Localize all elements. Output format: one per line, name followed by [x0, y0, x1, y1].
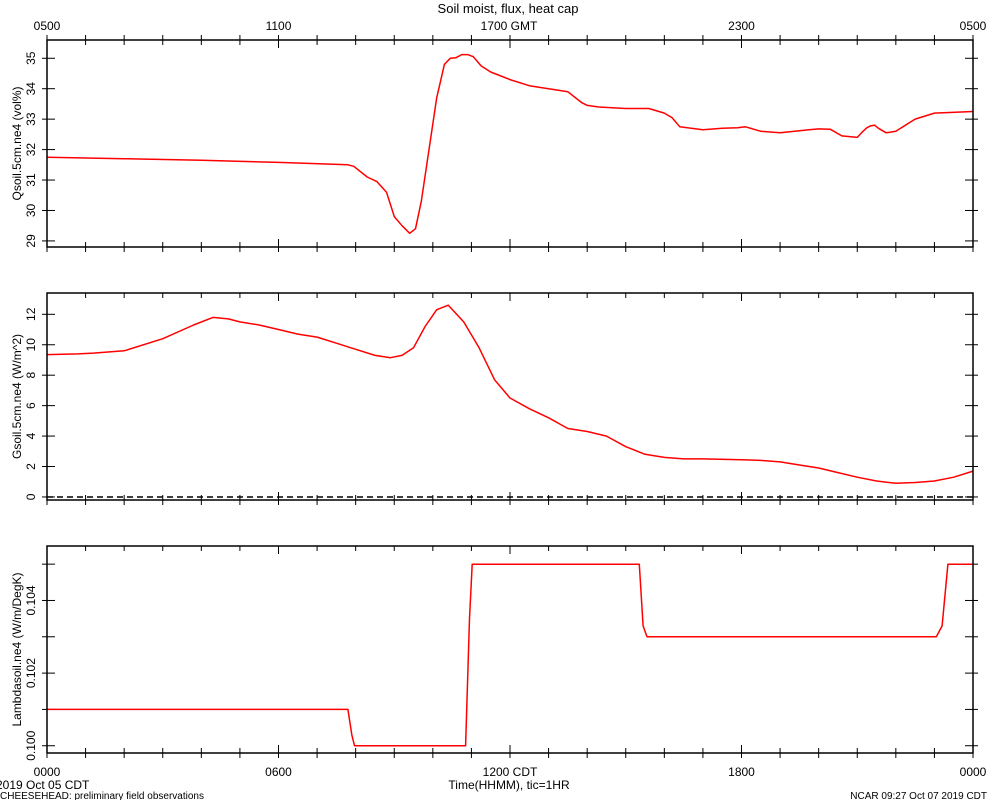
y-tick-label: 0.104 [24, 585, 38, 615]
bottom-tick-label: 1800 [728, 765, 755, 779]
top-axis-label: 1700 GMT [481, 19, 538, 33]
bottom-tick-label: 1200 CDT [483, 765, 538, 779]
panel-frame [46, 39, 974, 248]
y-tick-label: 33 [24, 112, 38, 126]
y-tick-label: 0.100 [24, 730, 38, 760]
y-tick-label: 0 [24, 493, 38, 500]
y-tick-label: 0.102 [24, 658, 38, 688]
y-tick-label: 32 [24, 143, 38, 157]
top-tick-label: 0500 [960, 19, 987, 33]
y-tick-label: 35 [24, 51, 38, 65]
y-tick-label: 10 [24, 338, 38, 352]
y-tick-label: 30 [24, 203, 38, 217]
panels: 29 30 31 32 33 34 35 Qsoil.5cm.ne4 (vol%) 0 2 4 6 8 1… [10, 35, 978, 761]
panel-frame [46, 292, 974, 501]
footer-left: CHEESEHEAD: preliminary field observatio… [0, 791, 204, 800]
series-line [46, 304, 974, 485]
footer-right: NCAR 09:27 Oct 07 2019 CDT [850, 791, 987, 800]
bottom-axis: 0000 0600 1200 CDT 1800 0000 [34, 765, 987, 779]
y-tick-label: 31 [24, 173, 38, 187]
bottom-tick-label: 0600 [265, 765, 292, 779]
bottom-tick-label: 0000 [960, 765, 987, 779]
y-tick-label: 12 [24, 307, 38, 321]
chart-title: Soil moist, flux, heat cap [438, 1, 579, 16]
y-tick-label: 2 [24, 463, 38, 470]
bottom-date-label: 2019 Oct 05 CDT [0, 778, 90, 792]
y-axis-label: Qsoil.5cm.ne4 (vol%) [10, 86, 24, 200]
panel-frame [46, 545, 974, 754]
y-tick-label: 34 [24, 82, 38, 96]
top-tick-label: 2300 [728, 19, 755, 33]
y-tick-label: 6 [24, 402, 38, 409]
top-tick-label: 0500 [34, 19, 61, 33]
series-line [46, 53, 974, 235]
bottom-axis-label: Time(HHMM), tic=1HR [448, 778, 570, 792]
top-tick-label: 1100 [266, 19, 292, 33]
y-axis-label: Lambdasoil.ne4 (W/m/DegK) [10, 572, 24, 726]
y-tick-label: 8 [24, 372, 38, 379]
bottom-tick-label: 0000 [34, 765, 61, 779]
y-tick-label: 4 [24, 432, 38, 439]
series-line [47, 563, 973, 747]
top-axis: 0500 1100 2300 0500 [34, 19, 987, 33]
y-axis-label: Gsoil.5cm.ne4 (W/m^2) [10, 334, 24, 459]
panel-1: 29 30 31 32 33 34 35 Qsoil.5cm.ne4 (vol%) [10, 35, 978, 252]
y-tick-label: 29 [24, 234, 38, 248]
